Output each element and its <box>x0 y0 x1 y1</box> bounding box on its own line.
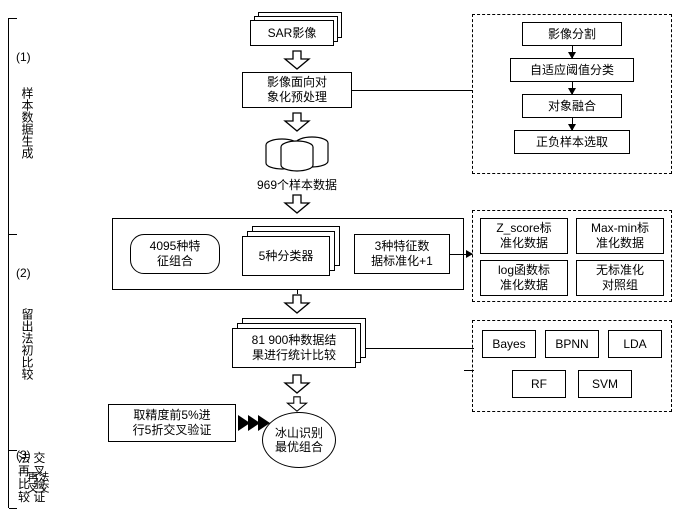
branch-classifiers-label: 5种分类器 <box>242 236 330 276</box>
best-result-node: 冰山识别 最优组合 <box>262 412 336 468</box>
top5-node: 取精度前5%进 行5折交叉验证 <box>108 404 236 442</box>
phase-tick <box>9 234 17 235</box>
norm-zscore: Z_score标 准化数据 <box>480 218 568 254</box>
arrow-icon <box>283 50 311 70</box>
samples-caption: 969个样本数据 <box>244 176 350 193</box>
phase2-label: 留出法初比较 <box>20 284 34 404</box>
clf-bayes: Bayes <box>482 330 536 358</box>
clf-bpnn: BPNN <box>545 330 599 358</box>
diagram-canvas: SAR影像 影像面向对 象化预处理 影像分割 自适应阈值分类 对象融合 正负样本… <box>52 10 692 520</box>
arrow-icon <box>283 396 311 412</box>
stats-label: 81 900种数据结 果进行统计比较 <box>232 328 356 368</box>
arrow-icon <box>572 46 573 58</box>
connector <box>366 348 474 349</box>
arrow-icon <box>572 82 573 94</box>
arrow-icon <box>283 374 311 394</box>
branch-feature-combos: 4095种特 征组合 <box>130 234 220 274</box>
preproc-step-sample: 正负样本选取 <box>514 130 630 154</box>
sar-label: SAR影像 <box>250 20 334 46</box>
phase3-grid: 法 交再 叉比 验较 证 <box>18 452 45 504</box>
arrow-icon <box>283 194 311 214</box>
arrow-icon <box>283 294 311 314</box>
connector <box>450 254 472 255</box>
sar-node: SAR影像 <box>250 12 342 46</box>
connector <box>352 90 472 91</box>
phase-tick <box>9 18 17 19</box>
stats-node: 81 900种数据结 果进行统计比较 <box>232 318 372 370</box>
phase1-label: 样本数据生成 <box>20 68 34 178</box>
branch-normalize: 3种特征数 据标准化+1 <box>354 234 450 274</box>
phase-tick <box>9 508 17 509</box>
norm-maxmin: Max-min标 准化数据 <box>576 218 664 254</box>
branch-classifiers: 5种分类器 <box>242 226 342 276</box>
norm-none: 无标准化 对照组 <box>576 260 664 296</box>
clf-lda: LDA <box>608 330 662 358</box>
preproc-step-seg: 影像分割 <box>522 22 622 46</box>
phase1-num: (1) <box>16 50 31 64</box>
preproc-step-thresh: 自适应阈值分类 <box>510 58 634 82</box>
best-result-label: 冰山识别 最优组合 <box>275 426 323 455</box>
arrow-icon <box>283 112 311 132</box>
database-icon <box>262 136 332 174</box>
preproc-step-merge: 对象融合 <box>522 94 622 118</box>
connector <box>297 290 298 294</box>
norm-log: log函数标 准化数据 <box>480 260 568 296</box>
preprocess-node: 影像面向对 象化预处理 <box>242 72 352 108</box>
arrow-icon <box>572 118 573 130</box>
clf-rf: RF <box>512 370 566 398</box>
phase2-num: (2) <box>16 266 31 280</box>
clf-svm: SVM <box>578 370 632 398</box>
